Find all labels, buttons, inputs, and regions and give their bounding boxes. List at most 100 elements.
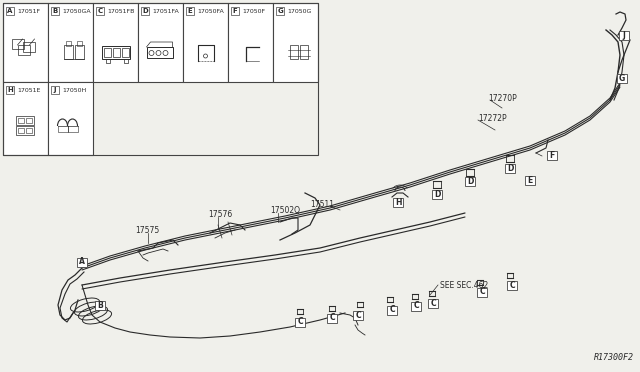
Text: C: C bbox=[430, 298, 436, 308]
Bar bbox=[17, 45, 29, 55]
Bar bbox=[619, 31, 629, 39]
Bar bbox=[96, 7, 104, 15]
Text: J: J bbox=[54, 87, 56, 93]
Bar bbox=[26, 118, 31, 123]
Bar bbox=[95, 301, 105, 310]
Bar bbox=[3, 3, 48, 82]
Text: J: J bbox=[623, 31, 625, 39]
Bar bbox=[147, 47, 173, 58]
Bar bbox=[547, 151, 557, 160]
Bar bbox=[93, 3, 138, 82]
Bar bbox=[393, 198, 403, 206]
Bar bbox=[273, 3, 318, 82]
Bar bbox=[387, 305, 397, 314]
Text: D: D bbox=[467, 176, 473, 186]
Text: D: D bbox=[507, 164, 513, 173]
Text: D: D bbox=[142, 8, 148, 14]
Bar bbox=[505, 164, 515, 173]
Text: R17300F2: R17300F2 bbox=[594, 353, 634, 362]
Bar bbox=[15, 126, 33, 135]
Bar bbox=[48, 3, 93, 82]
Text: C: C bbox=[297, 317, 303, 327]
Text: C: C bbox=[413, 301, 419, 311]
Text: 17272P: 17272P bbox=[478, 113, 507, 122]
Bar bbox=[3, 3, 318, 155]
Bar bbox=[12, 39, 24, 49]
Bar bbox=[102, 46, 129, 59]
Bar bbox=[432, 189, 442, 199]
Text: F: F bbox=[232, 8, 237, 14]
Text: G: G bbox=[277, 8, 283, 14]
Bar bbox=[289, 45, 298, 59]
Text: D: D bbox=[434, 189, 440, 199]
Bar bbox=[141, 7, 149, 15]
Bar bbox=[295, 317, 305, 327]
Bar bbox=[353, 311, 363, 320]
Text: 17050G: 17050G bbox=[287, 9, 312, 13]
Bar bbox=[138, 3, 183, 82]
Text: C: C bbox=[97, 8, 102, 14]
Text: A: A bbox=[79, 257, 85, 266]
Bar bbox=[186, 7, 194, 15]
Bar bbox=[327, 314, 337, 323]
Text: 17051FB: 17051FB bbox=[107, 9, 134, 13]
Bar bbox=[17, 118, 24, 123]
Bar bbox=[6, 7, 14, 15]
Text: A: A bbox=[7, 8, 13, 14]
Bar bbox=[525, 176, 535, 185]
Bar bbox=[17, 128, 24, 133]
Bar bbox=[51, 86, 59, 94]
Text: 17576: 17576 bbox=[208, 209, 232, 218]
Text: 17050FA: 17050FA bbox=[197, 9, 224, 13]
Text: 17050GA: 17050GA bbox=[62, 9, 91, 13]
Text: 17511: 17511 bbox=[310, 199, 334, 208]
Text: C: C bbox=[329, 314, 335, 323]
Text: SEE SEC.462: SEE SEC.462 bbox=[440, 280, 488, 289]
Text: 17270P: 17270P bbox=[488, 93, 516, 103]
Text: E: E bbox=[527, 176, 532, 185]
Bar bbox=[122, 48, 129, 57]
Bar bbox=[411, 301, 421, 311]
Bar bbox=[104, 48, 111, 57]
Bar bbox=[183, 3, 228, 82]
Bar bbox=[63, 45, 72, 59]
Text: 17502Q: 17502Q bbox=[270, 205, 300, 215]
Bar bbox=[26, 128, 31, 133]
Text: G: G bbox=[619, 74, 625, 83]
Text: C: C bbox=[389, 305, 395, 314]
Bar bbox=[507, 280, 517, 289]
Bar bbox=[22, 42, 35, 52]
Text: 17051FA: 17051FA bbox=[152, 9, 179, 13]
Bar bbox=[3, 82, 48, 155]
Text: C: C bbox=[509, 280, 515, 289]
Bar bbox=[74, 45, 83, 59]
Text: 17575: 17575 bbox=[135, 225, 159, 234]
Text: B: B bbox=[52, 8, 58, 14]
Text: 17050F: 17050F bbox=[242, 9, 265, 13]
Bar bbox=[228, 3, 273, 82]
Bar bbox=[15, 116, 33, 125]
Text: F: F bbox=[549, 151, 555, 160]
Text: 17051F: 17051F bbox=[17, 9, 40, 13]
Bar bbox=[51, 7, 59, 15]
Bar bbox=[48, 82, 93, 155]
Bar bbox=[617, 74, 627, 83]
Bar bbox=[276, 7, 284, 15]
Text: B: B bbox=[97, 301, 103, 310]
Bar bbox=[428, 298, 438, 308]
Bar bbox=[65, 41, 70, 46]
Text: C: C bbox=[355, 311, 361, 320]
Bar bbox=[477, 288, 487, 296]
Bar bbox=[113, 48, 120, 57]
Bar bbox=[77, 257, 87, 266]
Text: H: H bbox=[7, 87, 13, 93]
Bar bbox=[6, 86, 14, 94]
Text: 17051E: 17051E bbox=[17, 87, 40, 93]
Text: 17050H: 17050H bbox=[62, 87, 86, 93]
Text: C: C bbox=[479, 288, 485, 296]
Bar bbox=[465, 176, 475, 186]
Bar bbox=[77, 41, 81, 46]
Bar bbox=[300, 45, 307, 59]
Bar bbox=[231, 7, 239, 15]
Text: H: H bbox=[395, 198, 401, 206]
